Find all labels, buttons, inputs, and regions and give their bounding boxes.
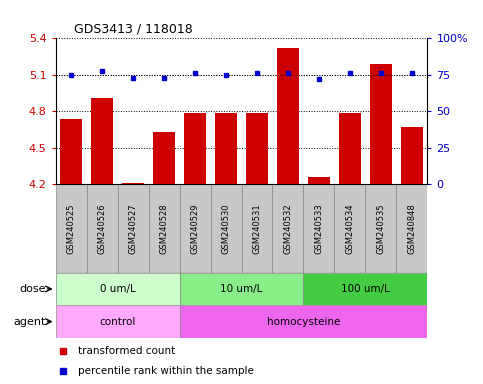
Bar: [56, 305, 180, 338]
Bar: [56, 184, 86, 273]
Text: GSM240526: GSM240526: [98, 203, 107, 254]
Bar: [153, 132, 175, 184]
Bar: [60, 119, 82, 184]
Bar: [370, 64, 392, 184]
Bar: [308, 177, 330, 184]
Bar: [334, 184, 366, 273]
Bar: [117, 184, 149, 273]
Bar: [277, 48, 299, 184]
Text: homocysteine: homocysteine: [267, 316, 340, 327]
Bar: [91, 98, 113, 184]
Bar: [184, 113, 206, 184]
Bar: [180, 184, 211, 273]
Bar: [246, 113, 268, 184]
Bar: [211, 184, 242, 273]
Text: GSM240529: GSM240529: [190, 203, 199, 254]
Text: GSM240848: GSM240848: [408, 203, 416, 254]
Bar: [401, 127, 423, 184]
Bar: [56, 273, 180, 305]
Text: GSM240532: GSM240532: [284, 203, 293, 254]
Bar: [86, 184, 117, 273]
Bar: [149, 184, 180, 273]
Text: GSM240535: GSM240535: [376, 203, 385, 254]
Bar: [242, 184, 272, 273]
Text: agent: agent: [14, 316, 46, 327]
Text: control: control: [99, 316, 136, 327]
Text: GSM240534: GSM240534: [345, 203, 355, 254]
Text: percentile rank within the sample: percentile rank within the sample: [78, 366, 254, 376]
Bar: [180, 273, 303, 305]
Bar: [180, 305, 427, 338]
Text: 10 um/L: 10 um/L: [220, 284, 263, 294]
Bar: [303, 184, 334, 273]
Text: dose: dose: [19, 284, 46, 294]
Text: GSM240531: GSM240531: [253, 203, 261, 254]
Bar: [122, 183, 144, 184]
Text: GSM240533: GSM240533: [314, 203, 324, 254]
Text: 100 um/L: 100 um/L: [341, 284, 390, 294]
Bar: [303, 273, 427, 305]
Text: GSM240527: GSM240527: [128, 203, 138, 254]
Text: transformed count: transformed count: [78, 346, 175, 356]
Bar: [272, 184, 303, 273]
Text: GDS3413 / 118018: GDS3413 / 118018: [74, 23, 193, 36]
Bar: [215, 113, 237, 184]
Bar: [397, 184, 427, 273]
Text: 0 um/L: 0 um/L: [99, 284, 135, 294]
Text: GSM240530: GSM240530: [222, 203, 230, 254]
Text: GSM240528: GSM240528: [159, 203, 169, 254]
Text: GSM240525: GSM240525: [67, 203, 75, 254]
Bar: [366, 184, 397, 273]
Bar: [339, 113, 361, 184]
